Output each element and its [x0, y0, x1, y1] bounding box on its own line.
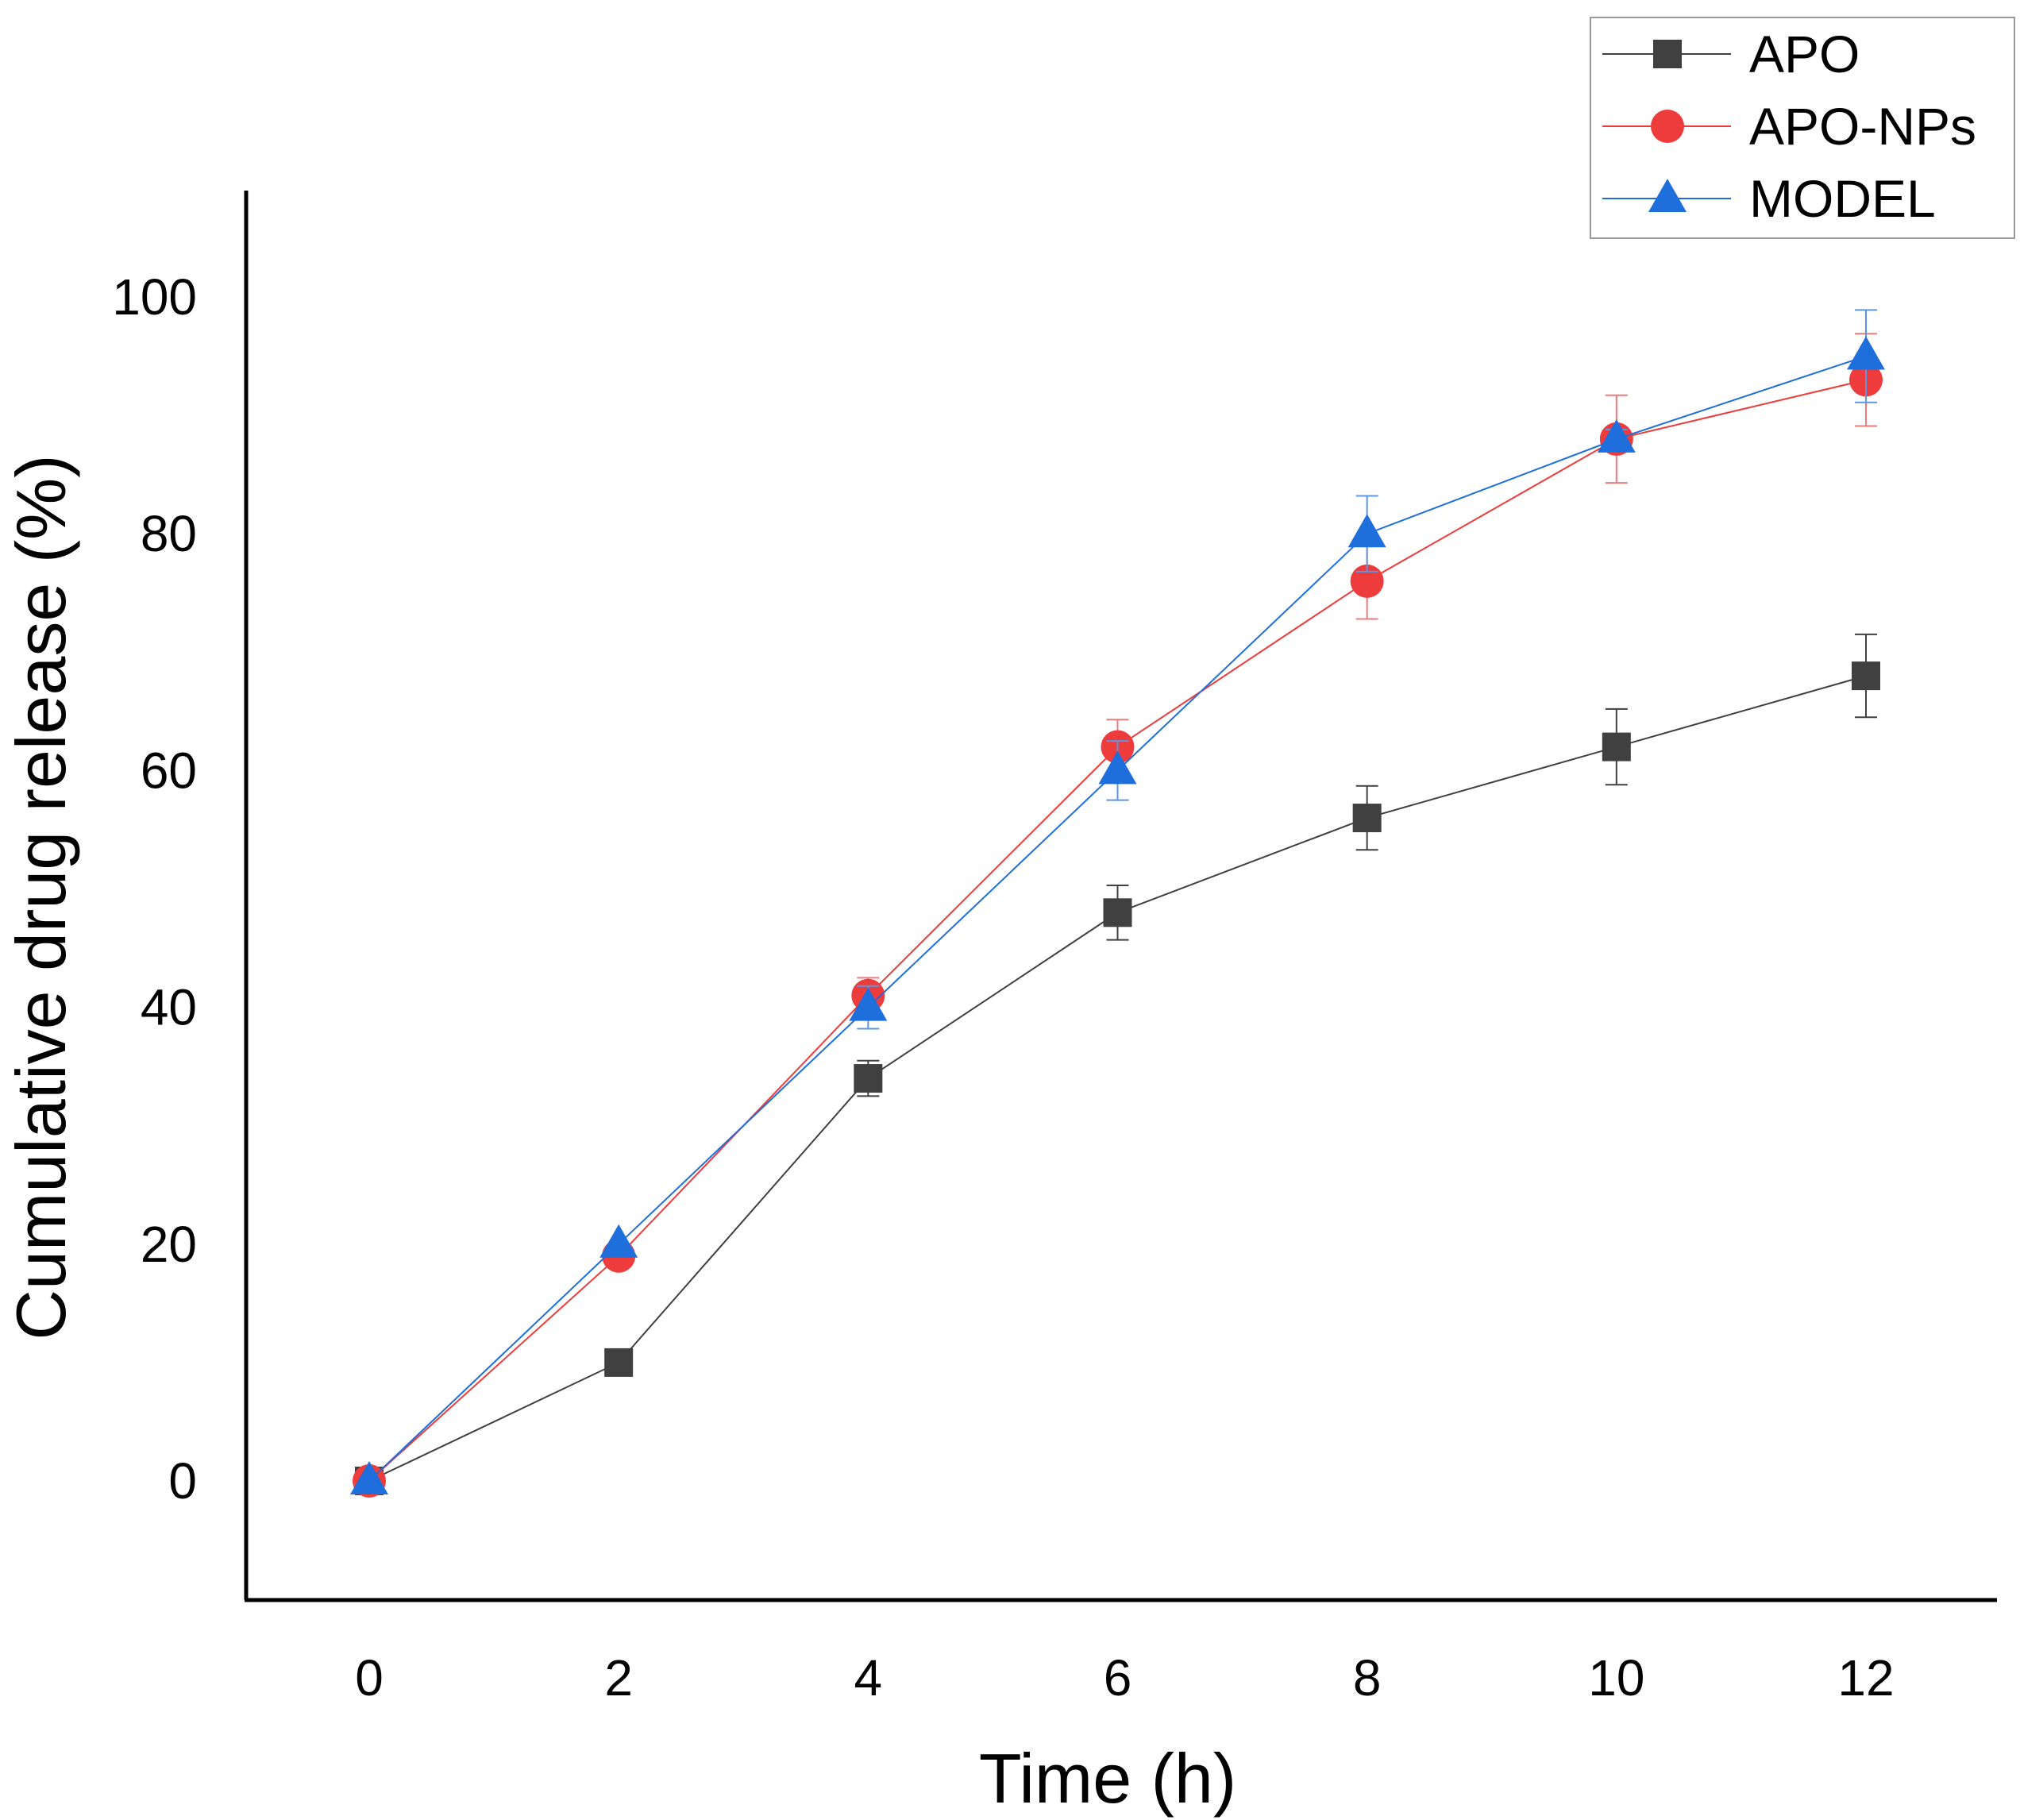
data-point-model-0 [350, 1461, 388, 1494]
data-point-apo-12 [1852, 661, 1880, 691]
legend-label: APO-NPs [1749, 97, 1976, 156]
data-point-apo-4 [854, 1064, 883, 1093]
legend-item-apo-nps: APO-NPs [1602, 97, 1976, 156]
data-point-model-10 [1597, 418, 1636, 453]
legend-marker-triangle [1648, 179, 1687, 212]
data-point-apo-8 [1352, 804, 1382, 833]
legend-label: MODEL [1749, 169, 1936, 228]
y-tick-label-40: 40 [141, 979, 197, 1036]
data-point-model-6 [1098, 750, 1137, 785]
data-point-apo-nps-8 [1350, 564, 1384, 598]
y-tick-label-20: 20 [141, 1216, 197, 1273]
data-point-apo-6 [1103, 898, 1132, 927]
data-point-apo-10 [1602, 732, 1631, 762]
x-tick-label-4: 4 [854, 1649, 883, 1706]
chart-labels: Time (h) Cumulative drug release (%) [2, 454, 1236, 1818]
data-point-model-2 [599, 1224, 638, 1258]
y-tick-label-100: 100 [112, 268, 197, 326]
chart-axes: 0 2 4 6 8 10 12 0 20 40 60 80 100 [112, 191, 1997, 1706]
legend-marker-circle [1651, 110, 1684, 143]
x-tick-label-10: 10 [1588, 1649, 1644, 1706]
x-tick-label-6: 6 [1104, 1649, 1132, 1706]
y-tick-label-0: 0 [168, 1452, 197, 1510]
y-tick-label-80: 80 [141, 505, 197, 562]
x-tick-label-0: 0 [355, 1649, 384, 1706]
y-tick-label-60: 60 [141, 742, 197, 799]
series-apo [355, 633, 1880, 1495]
x-axis-title: Time (h) [979, 1739, 1236, 1818]
data-point-model-4 [849, 987, 888, 1021]
legend-item-apo: APO [1602, 25, 1860, 83]
legend-label: APO [1749, 25, 1860, 83]
legend: APO APO-NPs MODEL [1590, 17, 2015, 239]
legend-item-model: MODEL [1602, 169, 1936, 228]
chart-series [350, 309, 1885, 1498]
data-point-model-12 [1847, 336, 1885, 370]
y-axis-title: Cumulative drug release (%) [2, 454, 80, 1340]
x-tick-label-12: 12 [1837, 1649, 1894, 1706]
series-model [350, 309, 1885, 1494]
data-point-model-8 [1347, 514, 1386, 548]
x-tick-label-8: 8 [1353, 1649, 1382, 1706]
legend-marker-square [1653, 40, 1682, 68]
x-tick-label-2: 2 [604, 1649, 633, 1706]
data-point-apo-2 [604, 1348, 634, 1377]
